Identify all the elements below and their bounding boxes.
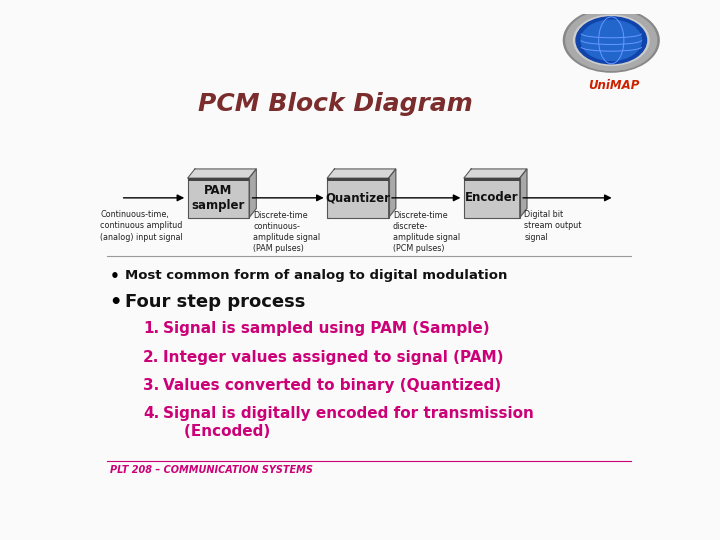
Circle shape xyxy=(574,15,649,65)
Text: PAM
sampler: PAM sampler xyxy=(192,184,245,212)
Text: Signal is sampled using PAM (Sample): Signal is sampled using PAM (Sample) xyxy=(163,321,489,336)
Text: 3.: 3. xyxy=(143,378,159,393)
Polygon shape xyxy=(464,169,527,178)
Text: Continuous-time,
continuous amplitud
(analog) input signal: Continuous-time, continuous amplitud (an… xyxy=(100,210,183,241)
Bar xyxy=(188,178,249,181)
Polygon shape xyxy=(389,169,396,218)
Circle shape xyxy=(576,17,647,64)
Text: PLT 208 – COMMUNICATION SYSTEMS: PLT 208 – COMMUNICATION SYSTEMS xyxy=(109,465,312,475)
Text: •: • xyxy=(109,268,120,284)
Bar xyxy=(188,178,249,218)
Bar xyxy=(327,178,389,181)
Bar xyxy=(464,178,520,218)
Text: Quantizer: Quantizer xyxy=(325,191,390,204)
Text: 2.: 2. xyxy=(143,349,159,364)
Text: Values converted to binary (Quantized): Values converted to binary (Quantized) xyxy=(163,378,500,393)
Text: Encoder: Encoder xyxy=(465,191,518,204)
Text: Four step process: Four step process xyxy=(125,293,305,310)
Text: PCM Block Diagram: PCM Block Diagram xyxy=(198,92,473,116)
Text: •: • xyxy=(109,293,122,312)
Text: Integer values assigned to signal (PAM): Integer values assigned to signal (PAM) xyxy=(163,349,503,364)
Polygon shape xyxy=(520,169,527,218)
Text: Discrete-time
continuous-
amplitude signal
(PAM pulses): Discrete-time continuous- amplitude sign… xyxy=(253,211,320,253)
Circle shape xyxy=(581,20,642,60)
Polygon shape xyxy=(249,169,256,218)
Text: Signal is digitally encoded for transmission
    (Encoded): Signal is digitally encoded for transmis… xyxy=(163,406,534,438)
Text: 1.: 1. xyxy=(143,321,159,336)
Text: UniMAP: UniMAP xyxy=(588,79,639,92)
Circle shape xyxy=(563,9,660,72)
Bar xyxy=(464,178,520,181)
Circle shape xyxy=(583,22,639,59)
Text: Discrete-time
discrete-
amplitude signal
(PCM pulses): Discrete-time discrete- amplitude signal… xyxy=(393,211,460,253)
Text: 4.: 4. xyxy=(143,406,159,421)
Polygon shape xyxy=(188,169,256,178)
Polygon shape xyxy=(327,169,396,178)
Bar xyxy=(327,178,389,218)
Circle shape xyxy=(566,10,657,70)
Text: Most common form of analog to digital modulation: Most common form of analog to digital mo… xyxy=(125,268,507,281)
Text: Digital bit
stream output
signal: Digital bit stream output signal xyxy=(524,210,582,241)
